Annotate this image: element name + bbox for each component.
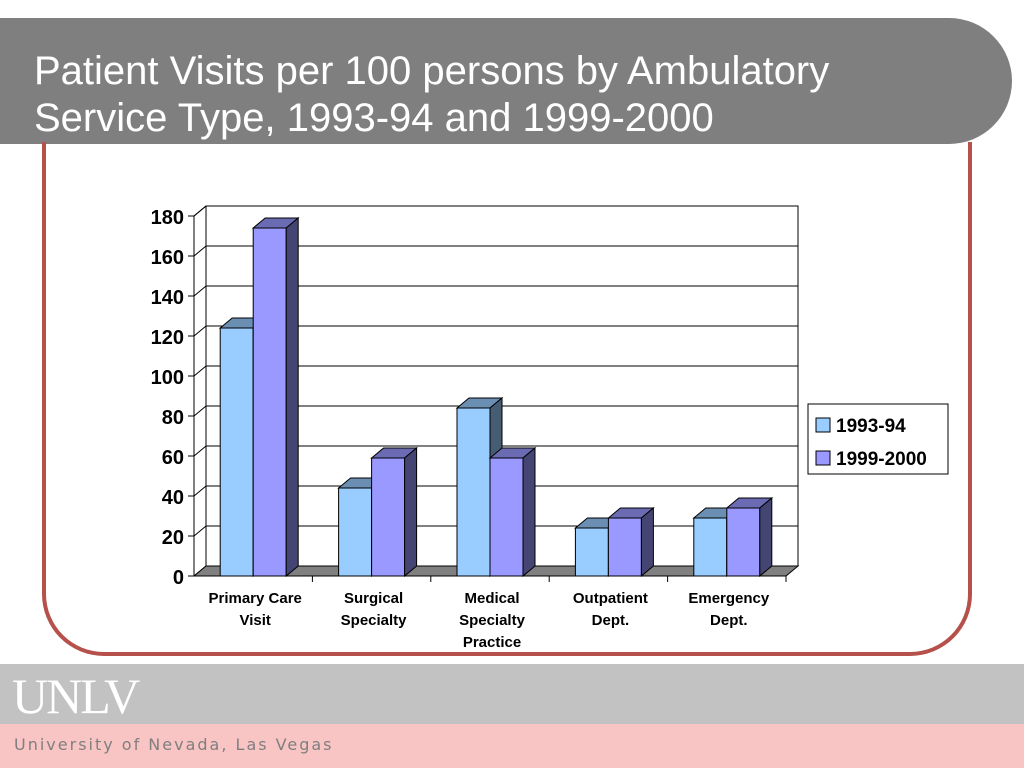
content-frame [42, 142, 972, 656]
bar-front [219, 327, 254, 577]
bar-front [693, 517, 728, 577]
y-tick-label: 120 [151, 327, 184, 349]
slide-title: Patient Visits per 100 persons by Ambula… [34, 48, 934, 142]
gridline-side [193, 525, 207, 537]
y-tick-label: 0 [173, 567, 184, 589]
university-name: University of Nevada, Las Vegas [14, 735, 334, 754]
legend-box [807, 403, 949, 475]
x-tick-label: Medical [464, 590, 519, 607]
x-tick-label: Visit [239, 612, 270, 629]
slide-title-line-2: Service Type, 1993-94 and 1999-2000 [34, 96, 714, 140]
bar-front [726, 507, 761, 577]
gridline-side [193, 405, 207, 417]
gridline-side [193, 245, 207, 257]
gridline-side [193, 445, 207, 457]
bar-front [252, 227, 287, 577]
legend-label: 1999-2000 [836, 449, 927, 470]
gridline-side [193, 485, 207, 497]
y-tick-label: 60 [162, 447, 184, 469]
gridline-side [193, 285, 207, 297]
title-bar: Patient Visits per 100 persons by Ambula… [0, 18, 1012, 147]
bar-side [285, 216, 299, 578]
x-tick-label: Dept. [710, 612, 748, 629]
bar-front [607, 517, 642, 577]
x-tick-label: Specialty [341, 612, 408, 629]
slide-title-line-1: Patient Visits per 100 persons by Ambula… [34, 49, 830, 93]
y-tick-label: 100 [151, 367, 184, 389]
bar [725, 496, 774, 578]
bar [607, 506, 655, 578]
footer-name-band [0, 724, 1024, 768]
x-tick-label: Primary Care [208, 590, 301, 607]
bar-side [640, 506, 654, 578]
chart-axes: 0 20 40 60 80 100 120 140 160 180 Primary Care Visi… [151, 207, 787, 651]
y-tick-label: 180 [151, 207, 184, 229]
x-tick-label: Surgical [344, 590, 403, 607]
bar-side [404, 446, 418, 578]
gridline-side [193, 325, 207, 337]
bar [370, 446, 418, 578]
gridline-side [193, 365, 207, 377]
x-tick-label: Practice [463, 634, 521, 651]
bar-side [522, 446, 536, 578]
y-axis-top [193, 205, 207, 217]
bar [488, 446, 537, 578]
footer-logo-band [0, 664, 1024, 724]
bar-front [338, 487, 373, 577]
legend-swatch [815, 450, 831, 466]
title-underline [0, 144, 906, 147]
y-tick-label: 140 [151, 287, 184, 309]
y-tick-label: 40 [162, 487, 184, 509]
y-tick-label: 80 [162, 407, 184, 429]
x-tick-label: Specialty [459, 612, 526, 629]
bar-front [574, 527, 609, 577]
bar-front [371, 457, 406, 577]
unlv-logo: UNLV [12, 668, 140, 724]
x-tick-label: Dept. [592, 612, 630, 629]
y-tick-label: 20 [162, 527, 184, 549]
bar-side [759, 496, 773, 578]
x-tick-label: Emergency [688, 590, 770, 607]
legend-label: 1993-94 [836, 416, 906, 437]
y-tick-label: 160 [151, 247, 184, 269]
bar [251, 216, 300, 578]
chart-bars [218, 216, 774, 578]
x-tick-label: Outpatient [573, 590, 648, 607]
legend-swatch [815, 417, 831, 433]
bar-front [456, 407, 491, 577]
bar-front [489, 457, 524, 577]
chart-legend: 1993-94 1999-2000 [807, 403, 949, 475]
